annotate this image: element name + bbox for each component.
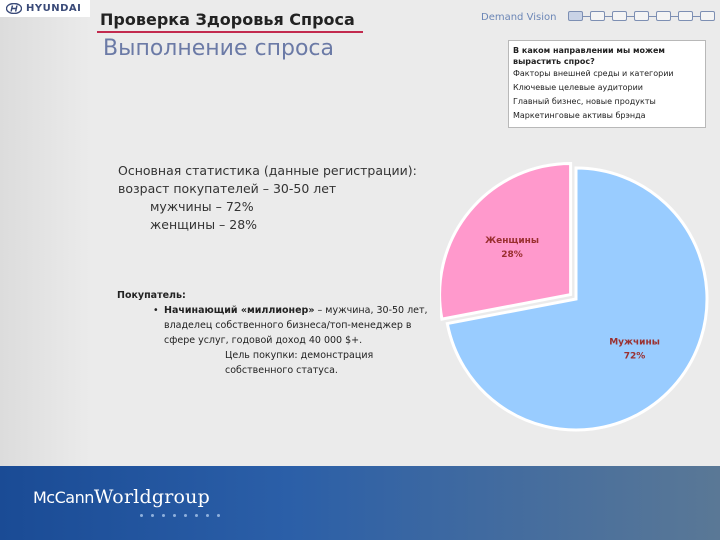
progress-connector xyxy=(693,15,700,17)
question-box: В каком направлении мы можем вырастить с… xyxy=(508,40,706,128)
progress-step xyxy=(656,11,671,21)
demand-vision-label: Demand Vision xyxy=(481,12,557,23)
pie-label-men: Мужчины xyxy=(609,337,660,347)
footer-decoration xyxy=(140,514,220,517)
question-item: Маркетинговые активы брэнда xyxy=(513,111,646,120)
stats-heading: Основная статистика (данные регистрации)… xyxy=(118,163,417,178)
question-text: В каком направлении мы можем вырастить с… xyxy=(513,46,665,66)
hyundai-logo: HYUNDAI xyxy=(0,0,90,17)
left-sidebar: HYUNDAI xyxy=(0,0,90,466)
buyer-type: Начинающий «миллионер» xyxy=(164,305,315,316)
stats-men: мужчины – 72% xyxy=(150,199,254,214)
progress-connector xyxy=(605,15,612,17)
progress-step xyxy=(612,11,627,21)
logo-wordmark: HYUNDAI xyxy=(26,3,82,14)
gender-pie-chart: Мужчины 72% Женщины 28% xyxy=(440,162,709,432)
buyer-description: – мужчина, 30-50 лет, владелец собственн… xyxy=(164,305,428,346)
progress-step xyxy=(700,11,715,21)
progress-step xyxy=(678,11,693,21)
pie-label-women: Женщины xyxy=(485,236,539,246)
pie-value-men: 72% xyxy=(624,351,646,361)
progress-step xyxy=(590,11,605,21)
footer-bar: McCannWorldgroup xyxy=(0,466,720,540)
stats-age: возраст покупателей – 30-50 лет xyxy=(118,181,337,196)
header-title: Проверка Здоровья Спроса xyxy=(100,10,355,29)
buyer-heading: Покупатель: xyxy=(117,290,186,301)
stats-women: женщины – 28% xyxy=(150,217,258,232)
pie-value-women: 28% xyxy=(501,250,523,260)
header-divider xyxy=(97,31,363,33)
logo-main: Worldgroup xyxy=(93,486,210,508)
process-progress-indicator xyxy=(568,11,715,21)
page-title: Выполнение спроса xyxy=(103,36,334,61)
statistics-block: Основная статистика (данные регистрации)… xyxy=(118,162,418,234)
buyer-bullet-item: • Начинающий «миллионер» – мужчина, 30-5… xyxy=(117,303,437,348)
buyer-profile: Покупатель: • Начинающий «миллионер» – м… xyxy=(117,288,437,378)
pie-slice-women xyxy=(440,162,573,321)
progress-connector xyxy=(627,15,634,17)
question-item: Главный бизнес, новые продукты xyxy=(513,97,656,106)
logo-prefix: McCann xyxy=(33,488,94,507)
hyundai-emblem-icon xyxy=(6,3,22,14)
progress-connector xyxy=(649,15,656,17)
progress-connector xyxy=(671,15,678,17)
progress-step xyxy=(634,11,649,21)
bullet-icon: • xyxy=(153,305,159,316)
question-item: Ключевые целевые аудитории xyxy=(513,83,643,92)
buyer-goal: Цель покупки: демонстрация собственного … xyxy=(225,350,374,376)
question-item: Факторы внешней среды и категории xyxy=(513,69,674,78)
mccann-worldgroup-logo: McCannWorldgroup xyxy=(33,486,210,508)
pie-slice-men xyxy=(445,166,709,432)
progress-step xyxy=(568,11,583,21)
progress-connector xyxy=(583,15,590,17)
